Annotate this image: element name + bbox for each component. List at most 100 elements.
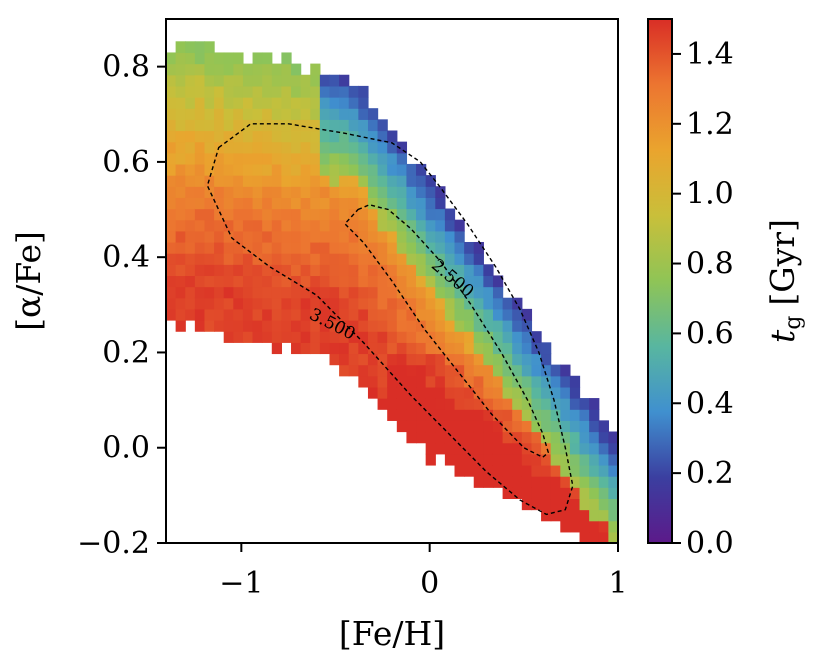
heatmap-cell — [204, 230, 215, 243]
heatmap-cell — [233, 108, 244, 120]
heatmap-cell — [502, 353, 513, 366]
heatmap-cell — [175, 119, 186, 132]
heatmap-cell — [252, 320, 263, 332]
heatmap-cell — [531, 487, 542, 500]
heatmap-cell — [223, 275, 234, 288]
heatmap-cell — [262, 320, 273, 332]
heatmap-cell — [281, 331, 292, 343]
heatmap-cell — [541, 464, 552, 477]
heatmap-cell — [185, 275, 196, 288]
heatmap-cell — [416, 286, 427, 299]
heatmap-cell — [252, 241, 263, 254]
heatmap-cell — [214, 275, 225, 288]
heatmap-cell — [396, 420, 408, 433]
heatmap-cell — [358, 286, 369, 299]
heatmap-cell — [416, 386, 427, 399]
heatmap-cell — [204, 108, 215, 120]
heatmap-cell — [310, 286, 321, 299]
heatmap-cell — [223, 152, 234, 165]
heatmap-cell — [319, 275, 331, 288]
heatmap-cell — [454, 342, 465, 355]
heatmap-cell — [233, 152, 244, 165]
heatmap-cell — [454, 453, 465, 466]
heatmap-cell — [406, 386, 417, 399]
heatmap-cell — [473, 442, 484, 455]
heatmap-cell — [252, 175, 263, 187]
heatmap-cell — [387, 398, 398, 410]
heatmap-cell — [454, 331, 465, 343]
heatmap-cell — [214, 186, 225, 198]
heatmap-cell — [416, 163, 427, 176]
heatmap-cell — [512, 420, 523, 433]
heatmap-cell — [464, 464, 475, 477]
heatmap-cell — [310, 342, 321, 355]
heatmap-cell — [473, 320, 484, 332]
heatmap-cell — [560, 453, 571, 466]
heatmap-cell — [166, 74, 177, 87]
heatmap-cell — [396, 219, 408, 232]
heatmap-cell — [425, 442, 436, 455]
heatmap-cell — [560, 409, 571, 421]
heatmap-cell — [291, 74, 302, 87]
heatmap-cell — [214, 63, 225, 76]
heatmap-cell — [425, 264, 436, 277]
heatmap-cell — [396, 208, 408, 221]
heatmap-cell — [396, 230, 408, 243]
heatmap-cell — [589, 431, 600, 444]
heatmap-cell — [185, 286, 196, 299]
heatmap-cell — [214, 253, 225, 265]
heatmap-cell — [569, 386, 581, 399]
heatmap-cell — [185, 219, 196, 232]
heatmap-cell — [396, 152, 408, 165]
heatmap-cell — [214, 52, 225, 65]
heatmap-cell — [406, 297, 417, 310]
heatmap-cell — [473, 264, 484, 277]
heatmap-cell — [271, 108, 283, 120]
heatmap-cell — [454, 230, 465, 243]
heatmap-cell — [608, 498, 618, 511]
heatmap-cell — [435, 286, 446, 299]
heatmap-cell — [387, 331, 398, 343]
heatmap-cell — [185, 74, 196, 87]
heatmap-cell — [358, 375, 369, 388]
colorbar-tick-label: 0.0 — [686, 526, 734, 561]
heatmap-cell — [367, 386, 379, 399]
heatmap-cell — [348, 331, 359, 343]
heatmap-cell — [387, 230, 398, 243]
heatmap-cell — [435, 241, 446, 254]
heatmap-cell — [464, 431, 475, 444]
heatmap-cell — [242, 219, 254, 232]
heatmap-cell — [521, 409, 533, 421]
heatmap-cell — [348, 175, 359, 187]
heatmap-cell — [319, 108, 331, 120]
heatmap-cell — [358, 264, 369, 277]
heatmap-cell — [531, 331, 542, 343]
heatmap-cell — [435, 208, 446, 221]
heatmap-cell — [223, 331, 234, 343]
heatmap-cell — [598, 520, 609, 533]
heatmap-cell — [310, 163, 321, 176]
heatmap-cell — [233, 130, 244, 143]
heatmap-cell — [396, 163, 408, 176]
heatmap-cell — [252, 163, 263, 176]
heatmap-cell — [387, 264, 398, 277]
heatmap-cell — [425, 286, 436, 299]
heatmap-cell — [425, 308, 436, 321]
heatmap-cell — [367, 163, 379, 176]
heatmap-cell — [310, 141, 321, 154]
heatmap-cell — [204, 253, 215, 265]
heatmap-cell — [560, 420, 571, 433]
heatmap-cell — [166, 85, 177, 98]
heatmap-cell — [185, 253, 196, 265]
heatmap-cell — [435, 308, 446, 321]
heatmap-cell — [319, 152, 331, 165]
heatmap-cell — [512, 353, 523, 366]
heatmap-cell — [252, 331, 263, 343]
heatmap-cell — [521, 375, 533, 388]
heatmap-cell — [367, 241, 379, 254]
heatmap-cell — [271, 208, 283, 221]
heatmap-cell — [252, 97, 263, 109]
heatmap-cell — [444, 230, 456, 243]
heatmap-cell — [252, 197, 263, 210]
heatmap-cell — [252, 85, 263, 98]
